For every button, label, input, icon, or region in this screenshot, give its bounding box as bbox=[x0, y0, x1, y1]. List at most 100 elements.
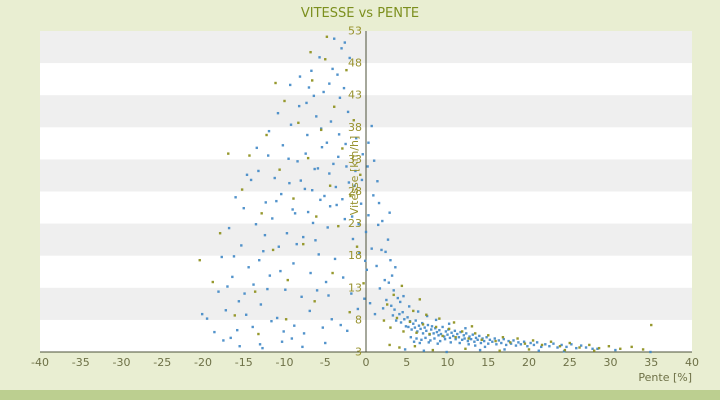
data-point bbox=[483, 345, 487, 349]
data-point bbox=[293, 212, 297, 215]
data-point bbox=[313, 167, 316, 171]
data-point bbox=[630, 345, 633, 349]
data-point bbox=[278, 168, 281, 171]
data-point bbox=[343, 41, 347, 44]
data-point bbox=[388, 211, 391, 214]
data-point bbox=[315, 115, 318, 118]
data-point bbox=[391, 314, 395, 317]
data-point bbox=[337, 155, 340, 159]
data-point bbox=[309, 50, 312, 54]
data-point bbox=[529, 341, 532, 345]
data-point bbox=[295, 242, 298, 246]
data-point bbox=[441, 334, 444, 338]
data-point bbox=[649, 350, 652, 354]
x-tick-label: 15 bbox=[481, 356, 495, 369]
data-point bbox=[446, 333, 449, 336]
data-point bbox=[236, 328, 239, 332]
data-point bbox=[463, 337, 466, 340]
data-point bbox=[317, 253, 320, 256]
data-point bbox=[514, 344, 518, 347]
data-point bbox=[412, 309, 415, 313]
data-point bbox=[473, 340, 476, 343]
data-point bbox=[244, 313, 248, 316]
y-tick-label: 8 bbox=[355, 313, 362, 326]
data-point bbox=[293, 324, 296, 327]
data-point bbox=[470, 325, 474, 328]
data-point bbox=[315, 289, 319, 292]
data-point bbox=[342, 86, 346, 90]
data-point bbox=[338, 96, 342, 99]
data-point bbox=[407, 305, 411, 308]
data-point bbox=[324, 280, 328, 284]
data-point bbox=[552, 342, 555, 345]
data-point bbox=[343, 217, 347, 221]
y-tick-label: 33 bbox=[348, 153, 362, 166]
x-tick-label: 30 bbox=[604, 356, 618, 369]
data-point bbox=[314, 239, 317, 242]
data-point bbox=[359, 202, 363, 205]
data-point bbox=[469, 337, 473, 341]
data-point bbox=[593, 349, 596, 352]
data-point bbox=[262, 250, 265, 253]
data-point bbox=[407, 325, 410, 329]
data-point bbox=[270, 319, 273, 323]
data-point bbox=[345, 68, 348, 72]
data-point bbox=[280, 192, 283, 196]
data-point bbox=[276, 111, 280, 115]
data-point bbox=[426, 323, 430, 327]
data-point bbox=[385, 303, 389, 306]
data-point bbox=[441, 325, 444, 329]
data-point bbox=[351, 237, 355, 241]
data-point bbox=[242, 206, 245, 210]
y-tick-label: 48 bbox=[348, 57, 362, 70]
data-point bbox=[378, 287, 382, 290]
data-point bbox=[540, 343, 544, 347]
y-tick-label: 18 bbox=[348, 249, 362, 262]
data-point bbox=[240, 244, 243, 247]
data-point bbox=[328, 205, 332, 208]
data-point bbox=[318, 56, 321, 59]
data-point bbox=[562, 350, 566, 353]
data-point bbox=[406, 316, 409, 319]
data-point bbox=[412, 340, 416, 343]
data-point bbox=[275, 199, 278, 203]
data-point bbox=[409, 336, 413, 339]
data-point bbox=[493, 337, 496, 340]
data-point bbox=[459, 330, 462, 334]
y-tick-label: 23 bbox=[348, 217, 362, 230]
data-point bbox=[526, 345, 529, 348]
data-point bbox=[359, 173, 362, 177]
data-point bbox=[450, 331, 453, 334]
data-point bbox=[438, 328, 441, 332]
data-point bbox=[443, 337, 447, 341]
data-point bbox=[385, 298, 388, 302]
data-point bbox=[348, 310, 351, 314]
x-axis-title: Pente [%] bbox=[638, 371, 692, 384]
data-point bbox=[273, 176, 276, 180]
data-point bbox=[413, 345, 417, 348]
data-point bbox=[325, 35, 329, 38]
data-point bbox=[347, 181, 351, 184]
data-point bbox=[355, 137, 358, 140]
data-point bbox=[302, 332, 306, 335]
data-point bbox=[387, 281, 391, 284]
data-point bbox=[428, 332, 431, 336]
x-tick-label: -20 bbox=[194, 356, 212, 369]
data-point bbox=[355, 245, 359, 248]
data-point bbox=[641, 348, 645, 351]
data-point bbox=[392, 289, 395, 292]
data-point bbox=[277, 245, 280, 248]
data-point bbox=[227, 226, 231, 230]
data-point bbox=[232, 255, 236, 258]
data-point bbox=[568, 341, 571, 345]
data-point bbox=[389, 258, 392, 262]
data-point bbox=[284, 288, 287, 291]
data-point bbox=[312, 94, 316, 98]
data-point bbox=[266, 287, 269, 291]
data-point bbox=[584, 346, 588, 349]
data-point bbox=[434, 327, 437, 330]
data-point bbox=[500, 341, 503, 345]
data-point bbox=[248, 154, 251, 157]
data-point bbox=[381, 219, 384, 223]
